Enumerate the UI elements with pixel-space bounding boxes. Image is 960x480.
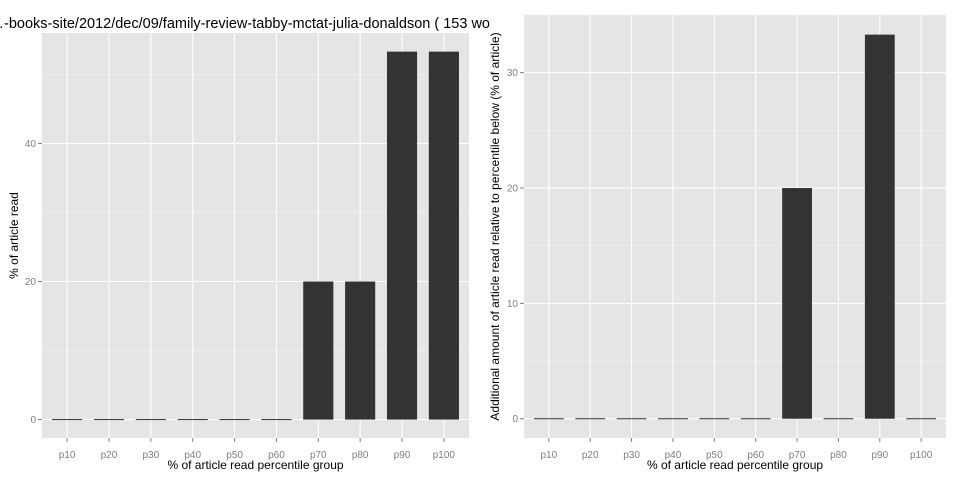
x-tick-label: p10 — [540, 450, 557, 461]
bar-p90 — [864, 34, 895, 419]
bar-p70 — [303, 281, 334, 420]
bar-p40 — [177, 419, 208, 421]
bar-p50 — [699, 418, 730, 420]
x-tick-label: p40 — [665, 450, 682, 461]
bar-p100 — [906, 418, 937, 420]
x-tick-label: p60 — [268, 450, 285, 461]
y-tick-label: 40 — [25, 139, 37, 150]
bar-p30 — [616, 418, 647, 420]
bar-p100 — [428, 51, 459, 420]
x-tick-label: p50 — [226, 450, 243, 461]
bar-p20 — [93, 419, 125, 421]
y-tick-label: 0 — [512, 414, 518, 425]
y-tick-label: 30 — [507, 68, 519, 79]
left-chart: 0 20 40 p10 p20 p30 p40 p50 p60 p70 p80 p90 p100 % of… — [7, 33, 469, 472]
x-tick-label: p70 — [310, 450, 327, 461]
x-tick-label: p60 — [747, 450, 764, 461]
x-tick-label: p80 — [830, 450, 847, 461]
bar-p80 — [345, 281, 376, 420]
y-axis-title: % of article read — [7, 192, 21, 279]
y-tick-label: 20 — [507, 184, 519, 195]
bar-p40 — [658, 418, 688, 420]
bar-p20 — [575, 418, 606, 420]
y-tick-label: 0 — [30, 415, 36, 426]
x-tick-label: p30 — [142, 450, 159, 461]
right-chart: 0 10 20 30 p10 p20 p30 p40 p50 p60 p70 p80 p90 p100 % … — [488, 14, 946, 472]
bar-p30 — [135, 419, 166, 421]
x-tick-label: p100 — [910, 450, 933, 461]
chart-title: …-books-site/2012/dec/09/family-review-t… — [0, 13, 490, 35]
chart-title-text: …-books-site/2012/dec/09/family-review-t… — [0, 16, 490, 32]
y-axis-title: Additional amount of article read relati… — [488, 32, 502, 420]
x-tick-label: p90 — [871, 450, 888, 461]
bar-p50 — [219, 419, 250, 421]
x-axis-title: % of article read percentile group — [647, 458, 823, 472]
x-tick-label: p70 — [789, 450, 806, 461]
bar-p60 — [261, 419, 292, 421]
x-tick-label: p90 — [394, 450, 411, 461]
x-tick-label: p80 — [352, 450, 369, 461]
x-axis-title: % of article read percentile group — [167, 458, 343, 472]
bar-p10 — [533, 418, 564, 420]
bar-p70 — [782, 188, 812, 419]
x-tick-label: p20 — [582, 450, 599, 461]
x-tick-label: p40 — [184, 450, 201, 461]
x-tick-label: p100 — [433, 450, 456, 461]
bar-p80 — [823, 418, 854, 420]
x-tick-label: p30 — [623, 450, 640, 461]
y-tick-label: 10 — [507, 299, 519, 310]
x-tick-label: p50 — [706, 450, 723, 461]
bar-p10 — [52, 419, 83, 421]
bar-p90 — [386, 51, 418, 420]
bar-p60 — [740, 418, 771, 420]
y-tick-label: 20 — [25, 277, 37, 288]
x-tick-label: p20 — [101, 450, 118, 461]
x-tick-label: p10 — [59, 450, 76, 461]
